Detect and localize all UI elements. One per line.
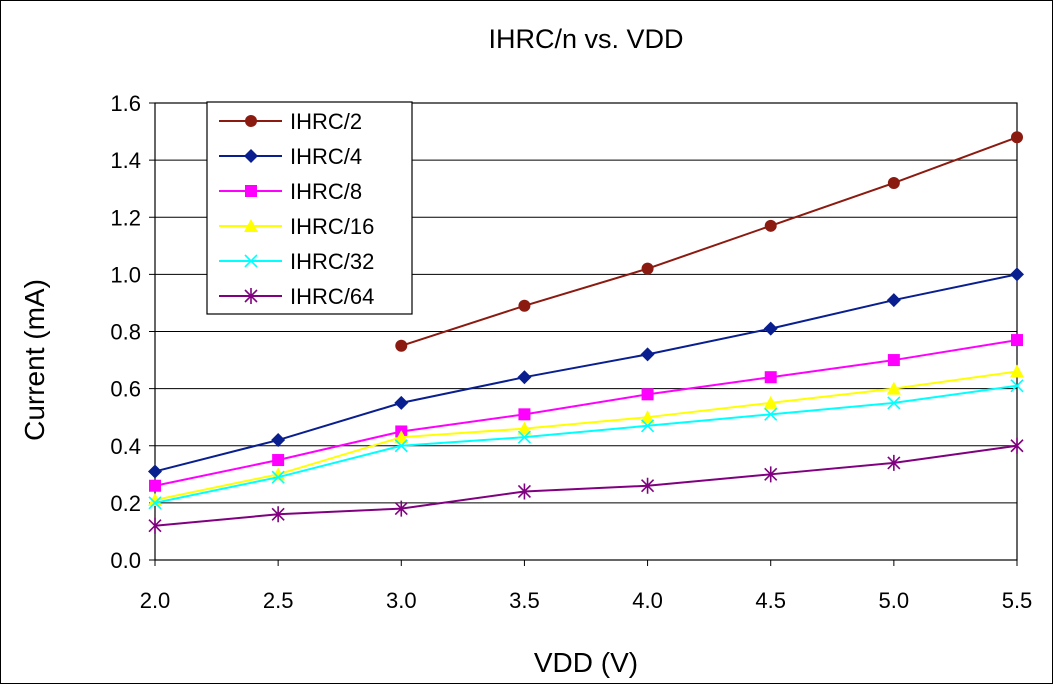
y-axis-ticks: 0.0 0.2 0.4 0.6 0.8 1.0 1.2 1.4 1.6: [110, 91, 155, 573]
data-point: [764, 407, 778, 421]
data-point: [1010, 379, 1024, 393]
y-tick-label: 0.8: [110, 320, 141, 345]
legend-marker: [244, 288, 258, 304]
series-line: [154, 444, 1018, 527]
series-line: [154, 273, 1018, 473]
series-ihrc-2: [395, 131, 1023, 352]
legend-item: IHRC/16: [219, 214, 374, 239]
data-point: [887, 176, 900, 189]
y-tick-label: 1.2: [110, 205, 141, 230]
data-point: [1010, 267, 1024, 282]
data-point: [394, 395, 409, 410]
data-point: [886, 293, 901, 308]
x-tick-label: 3.0: [386, 588, 417, 613]
data-point: [517, 421, 532, 435]
data-point: [271, 506, 285, 523]
legend-item: IHRC/32: [219, 249, 374, 274]
data-point: [518, 299, 531, 312]
legend: IHRC/2 IHRC/4 IHRC/8 IHRC/16 IHRC/32 IHRC/64: [206, 101, 413, 315]
x-axis-ticks: 2.0 2.5 3.0 3.5 4.0 4.5 5.0 5.5: [140, 560, 1033, 613]
x-tick-label: 4.0: [632, 588, 663, 613]
series-line: [154, 370, 1018, 501]
data-point: [149, 479, 161, 492]
legend-label: IHRC/2: [290, 109, 362, 134]
series-line: [154, 384, 1018, 504]
data-point: [640, 410, 655, 424]
legend-marker: [244, 219, 258, 232]
data-point: [641, 262, 654, 275]
legend-marker: [245, 185, 257, 197]
y-tick-label: 0.0: [110, 548, 141, 573]
data-point: [148, 496, 162, 510]
legend-marker: [245, 115, 257, 127]
data-point: [641, 419, 655, 433]
data-point: [641, 388, 654, 401]
legend-label: IHRC/4: [290, 144, 362, 169]
data-point: [886, 381, 901, 395]
data-point: [764, 466, 778, 483]
legend-box: [206, 101, 413, 315]
data-point: [763, 321, 778, 336]
series-ihrc-8: [149, 334, 1023, 492]
y-tick-label: 0.4: [110, 434, 141, 459]
data-point: [272, 454, 285, 467]
series-ihrc-64: [148, 437, 1024, 534]
y-tick-label: 1.0: [110, 262, 141, 287]
data-point: [887, 454, 901, 471]
legend-marker: [244, 254, 258, 268]
y-tick-label: 1.6: [110, 91, 141, 116]
x-tick-label: 2.5: [263, 588, 294, 613]
data-point: [1010, 437, 1024, 454]
x-tick-label: 3.5: [509, 588, 540, 613]
legend-item: IHRC/2: [219, 109, 362, 134]
data-point: [517, 430, 531, 444]
legend-label: IHRC/32: [290, 249, 374, 274]
data-point: [148, 464, 162, 479]
series-line: [400, 136, 1018, 347]
x-tick-label: 5.5: [1002, 588, 1033, 613]
series-layer: [148, 131, 1024, 534]
legend-item: IHRC/8: [219, 179, 362, 204]
legend-label: IHRC/64: [290, 284, 374, 309]
data-point: [640, 347, 655, 362]
data-point: [1011, 131, 1023, 144]
y-tick-label: 0.6: [110, 377, 141, 402]
series-ihrc-32: [148, 379, 1024, 510]
y-tick-label: 1.4: [110, 148, 141, 173]
data-point: [395, 339, 408, 352]
x-tick-label: 4.5: [755, 588, 786, 613]
legend-marker: [244, 149, 258, 163]
data-point: [1011, 334, 1023, 347]
series-ihrc-4: [148, 267, 1024, 479]
data-point: [887, 354, 900, 367]
legend-label: IHRC/16: [290, 214, 374, 239]
data-point: [763, 395, 778, 409]
data-point: [1010, 364, 1024, 378]
data-point: [517, 370, 532, 385]
series-line: [154, 339, 1018, 487]
data-point: [394, 439, 408, 453]
data-point: [764, 371, 777, 384]
legend-label: IHRC/8: [290, 179, 362, 204]
data-point: [271, 470, 285, 484]
data-point: [764, 219, 777, 232]
data-point: [148, 517, 162, 534]
legend-item: IHRC/4: [219, 144, 362, 169]
chart-title: IHRC/n vs. VDD: [488, 24, 683, 54]
data-point: [517, 483, 531, 500]
y-axis-label: Current (mA): [19, 279, 50, 441]
data-point: [271, 433, 286, 448]
y-tick-label: 0.2: [110, 491, 141, 516]
data-point: [518, 408, 531, 421]
x-tick-label: 2.0: [140, 588, 171, 613]
data-point: [394, 430, 409, 444]
x-tick-label: 5.0: [879, 588, 910, 613]
data-point: [394, 500, 408, 517]
data-point: [641, 477, 655, 494]
legend-item: IHRC/64: [219, 284, 374, 309]
x-axis-label: VDD (V): [534, 647, 638, 678]
data-point: [887, 396, 901, 410]
